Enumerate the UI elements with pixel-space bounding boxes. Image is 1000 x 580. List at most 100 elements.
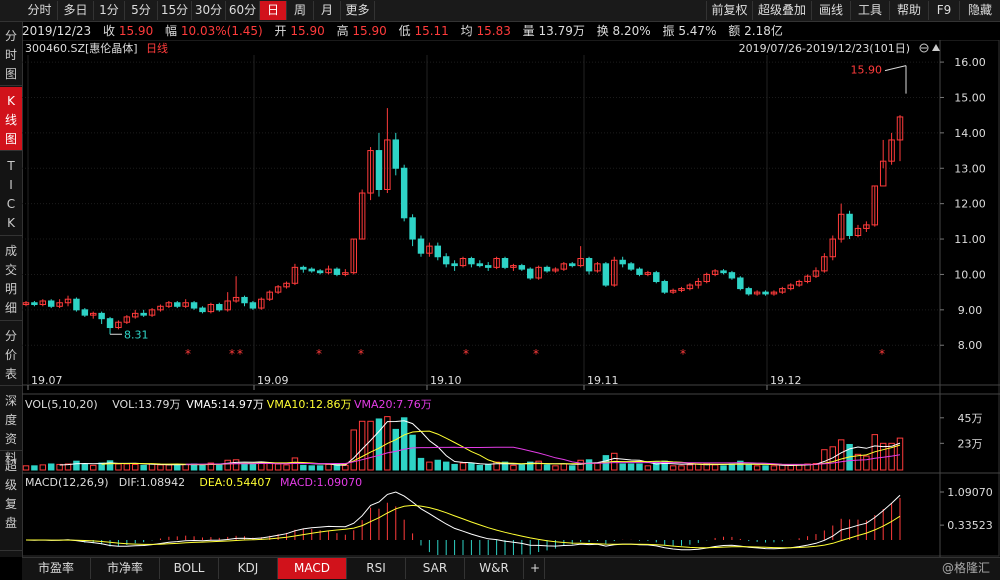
candle-body[interactable] [442, 256, 450, 265]
candle-body[interactable] [552, 268, 559, 272]
toolbar-right-button-4[interactable]: 帮助 [889, 1, 929, 20]
candle-body[interactable] [888, 139, 895, 162]
candle-body[interactable] [325, 268, 332, 274]
candle-body[interactable] [484, 265, 492, 268]
indicator-tab-5[interactable]: RSI [347, 558, 406, 579]
candle-body[interactable] [283, 282, 290, 288]
side-tab-5[interactable]: 深度资料 [0, 387, 22, 465]
candle-body[interactable] [569, 263, 576, 267]
candle-body[interactable] [602, 263, 610, 286]
candle-body[interactable] [81, 309, 89, 316]
candle-body[interactable] [737, 277, 744, 290]
candle-body[interactable] [274, 286, 282, 293]
candle-body[interactable] [871, 185, 879, 226]
candle-body[interactable] [863, 224, 870, 229]
candle-body[interactable] [115, 321, 122, 329]
candle-body[interactable] [73, 298, 80, 311]
candle-body[interactable] [518, 265, 526, 270]
candle-body[interactable] [627, 263, 635, 270]
side-tab-0[interactable]: 分时图 [0, 22, 22, 86]
candle-body[interactable] [367, 150, 374, 194]
period-button-5[interactable]: 30分 [192, 1, 226, 20]
indicator-tab-2[interactable]: BOLL [160, 558, 219, 579]
candle-body[interactable] [333, 268, 341, 275]
indicator-tab-1[interactable]: 市净率 [91, 558, 160, 579]
candle-body[interactable] [493, 258, 500, 268]
candle-body[interactable] [770, 291, 778, 295]
candle-body[interactable] [31, 302, 38, 306]
candle-body[interactable] [812, 270, 820, 277]
candle-body[interactable] [854, 227, 862, 237]
candle-body[interactable] [510, 265, 517, 268]
candle-body[interactable] [560, 263, 568, 270]
candle-body[interactable] [249, 302, 257, 309]
candle-body[interactable] [526, 268, 534, 279]
period-button-0[interactable]: 分时 [22, 1, 58, 20]
indicator-tab-4[interactable]: MACD [278, 558, 347, 579]
candle-body[interactable] [686, 284, 694, 290]
candle-body[interactable] [669, 289, 677, 293]
candle-body[interactable] [434, 245, 442, 258]
candle-body[interactable] [837, 213, 845, 240]
candle-body[interactable] [678, 288, 685, 291]
candle-body[interactable] [611, 259, 618, 286]
side-tab-4[interactable]: 分价表 [0, 322, 22, 386]
candle-body[interactable] [762, 291, 769, 295]
period-button-10[interactable]: 更多 [341, 1, 375, 20]
indicator-tab-7[interactable]: W&R [465, 558, 524, 579]
period-button-1[interactable]: 多日 [58, 1, 94, 20]
candle-body[interactable] [216, 304, 223, 311]
candle-body[interactable] [896, 116, 904, 141]
candle-body[interactable] [392, 139, 400, 169]
kline-chart[interactable]: 300460.SZ [惠伦晶体] 日线 2019/07/26-2019/12/23(1… [22, 40, 1000, 557]
candle-body[interactable] [653, 272, 660, 283]
candle-body[interactable] [241, 296, 248, 304]
candle-body[interactable] [795, 281, 803, 286]
candle-body[interactable] [157, 305, 164, 311]
candle-body[interactable] [148, 309, 156, 316]
candle-body[interactable] [476, 263, 484, 267]
candle-body[interactable] [266, 291, 273, 300]
candle-body[interactable] [174, 302, 181, 307]
candle-body[interactable] [501, 258, 509, 268]
indicator-tab-0[interactable]: 市盈率 [22, 558, 91, 579]
candle-body[interactable] [426, 245, 433, 254]
candle-body[interactable] [821, 256, 828, 272]
toolbar-right-button-5[interactable]: F9 [928, 1, 960, 20]
toolbar-right-button-2[interactable]: 画线 [811, 1, 851, 20]
candle-body[interactable] [199, 307, 206, 313]
toolbar-right-button-3[interactable]: 工具 [850, 1, 890, 20]
toolbar-right-button-6[interactable]: 隐藏 [959, 1, 1000, 20]
indicator-tab-3[interactable]: KDJ [219, 558, 278, 579]
candle-body[interactable] [98, 312, 105, 320]
candle-body[interactable] [459, 258, 467, 267]
candle-body[interactable] [543, 266, 551, 272]
candle-body[interactable] [585, 258, 593, 272]
side-tab-3[interactable]: 成交明细 [0, 237, 22, 321]
candle-body[interactable] [140, 312, 147, 316]
candle-body[interactable] [358, 192, 366, 240]
candle-body[interactable] [123, 316, 131, 323]
candle-body[interactable] [89, 312, 97, 316]
candle-body[interactable] [594, 263, 601, 272]
candle-body[interactable] [207, 304, 215, 313]
candle-body[interactable] [165, 302, 173, 307]
period-button-8[interactable]: 周 [287, 1, 314, 20]
candle-body[interactable] [39, 300, 47, 306]
indicator-tab-6[interactable]: SAR [406, 558, 465, 579]
candle-body[interactable] [308, 268, 315, 272]
period-button-7[interactable]: 日 [260, 1, 287, 20]
candle-body[interactable] [804, 275, 811, 283]
period-button-9[interactable]: 月 [314, 1, 341, 20]
candle-body[interactable] [132, 312, 139, 318]
candle-body[interactable] [787, 284, 794, 290]
period-button-4[interactable]: 15分 [158, 1, 192, 20]
candle-body[interactable] [375, 150, 383, 190]
candle-body[interactable] [829, 238, 837, 258]
candle-body[interactable] [703, 273, 710, 283]
candle-body[interactable] [384, 139, 391, 190]
candle-body[interactable] [56, 302, 63, 307]
candle-body[interactable] [451, 263, 458, 267]
candle-body[interactable] [879, 160, 887, 187]
